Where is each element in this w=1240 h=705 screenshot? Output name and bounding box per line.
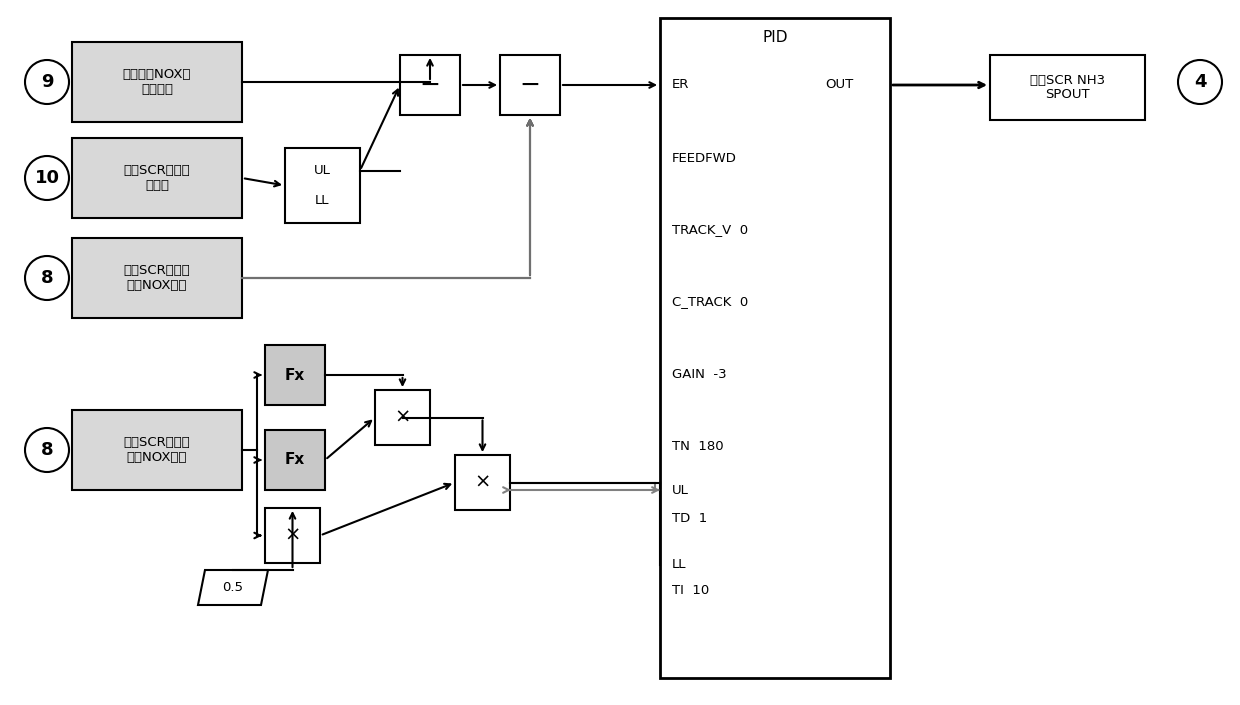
Bar [72, 238, 242, 318]
Bar [265, 345, 325, 405]
Text: 9: 9 [41, 73, 53, 91]
Text: C_TRACK  0: C_TRACK 0 [672, 295, 748, 309]
Polygon shape [198, 570, 268, 605]
Text: 脱硝SCR管道差
值补偿: 脱硝SCR管道差 值补偿 [124, 164, 191, 192]
Text: FEEDFWD: FEEDFWD [672, 152, 737, 164]
Text: LL: LL [315, 194, 330, 207]
Text: 8: 8 [41, 441, 53, 459]
Bar [401, 55, 460, 115]
Bar [72, 42, 242, 122]
Bar [72, 410, 242, 490]
Text: TI  10: TI 10 [672, 584, 709, 596]
Text: ER: ER [672, 78, 689, 92]
Text: ×: × [284, 526, 300, 545]
Text: PID: PID [763, 30, 787, 46]
Text: LL: LL [672, 558, 687, 572]
Text: 0.5: 0.5 [222, 581, 243, 594]
Text: Fx: Fx [285, 367, 305, 383]
Text: ×: × [394, 408, 410, 427]
Text: OUT: OUT [825, 78, 853, 92]
Text: 脱硝SCR NH3
SPOUT: 脱硝SCR NH3 SPOUT [1030, 73, 1105, 102]
Bar [265, 430, 325, 490]
Text: ×: × [475, 473, 491, 492]
Text: −: − [520, 73, 541, 97]
Text: TN  180: TN 180 [672, 439, 724, 453]
Text: −: − [419, 73, 440, 97]
Text: TRACK_V  0: TRACK_V 0 [672, 223, 748, 236]
Text: UL: UL [672, 484, 689, 496]
Bar [500, 55, 560, 115]
Text: 脱硝SCR反应器
出口NOX浓度: 脱硝SCR反应器 出口NOX浓度 [124, 264, 191, 292]
Bar [374, 390, 430, 445]
Text: 烟囱入口NOX浓
度设定值: 烟囱入口NOX浓 度设定值 [123, 68, 191, 96]
Text: 8: 8 [41, 269, 53, 287]
Text: Fx: Fx [285, 453, 305, 467]
Text: 4: 4 [1194, 73, 1207, 91]
Bar [455, 455, 510, 510]
Bar [72, 138, 242, 218]
Text: 脱硝SCR反应器
出口NOX浓度: 脱硝SCR反应器 出口NOX浓度 [124, 436, 191, 464]
Text: GAIN  -3: GAIN -3 [672, 367, 727, 381]
Bar [285, 148, 360, 223]
Text: UL: UL [314, 164, 331, 177]
Text: TD  1: TD 1 [672, 512, 707, 525]
Bar [660, 18, 890, 678]
Bar [990, 55, 1145, 120]
Bar [265, 508, 320, 563]
Text: 10: 10 [35, 169, 60, 187]
